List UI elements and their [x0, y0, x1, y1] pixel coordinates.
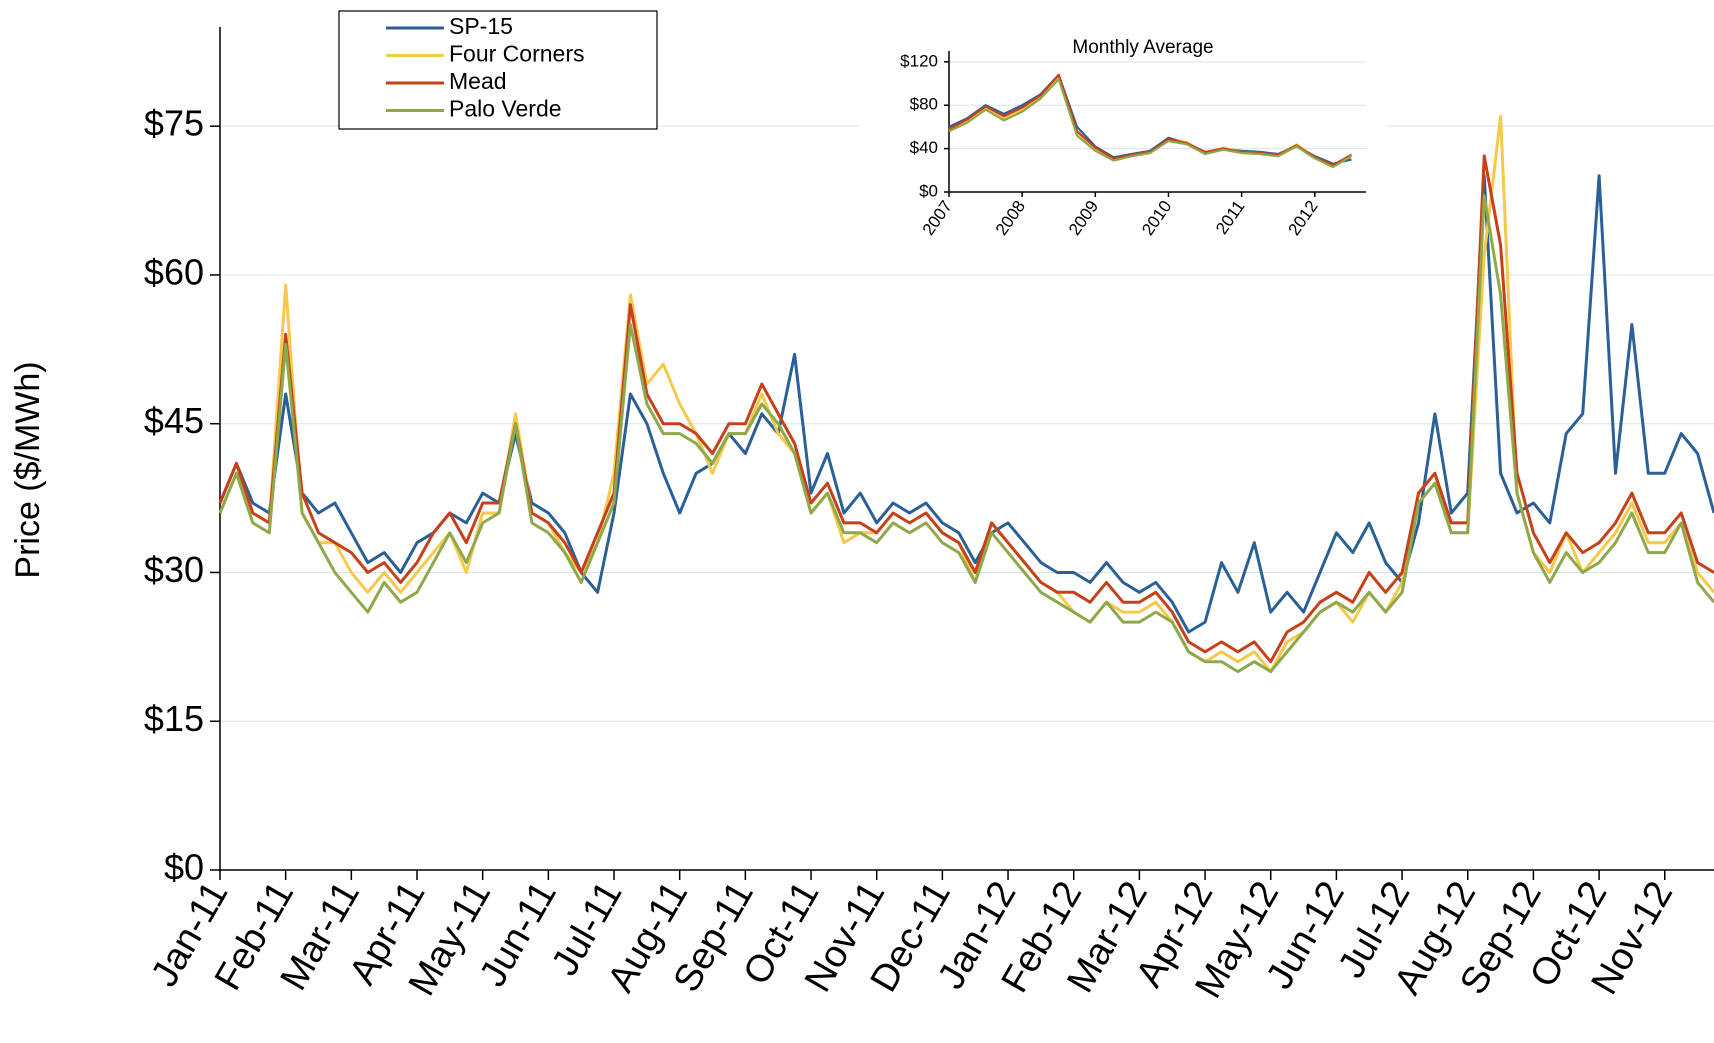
series-line [218, 194, 1714, 674]
y-tick-label: $30 [144, 549, 204, 590]
y-tick-label: $75 [144, 103, 204, 144]
series-line [948, 78, 1352, 169]
series-line [218, 154, 1714, 664]
y-tick-label: $0 [164, 847, 204, 888]
y-axis-label: Price ($/MWh) [9, 361, 47, 578]
series-line [218, 174, 1714, 634]
y-tick-label: $80 [910, 95, 938, 114]
y-tick-label: $45 [144, 400, 204, 441]
legend-label: SP-15 [449, 13, 513, 39]
y-tick-label: $60 [144, 251, 204, 292]
inset-background [859, 21, 1386, 272]
legend-label: Mead [449, 68, 507, 94]
legend-label: Palo Verde [449, 96, 562, 122]
legend-label: Four Corners [449, 41, 584, 67]
inset-title: Monthly Average [1072, 37, 1213, 58]
y-tick-label: $15 [144, 698, 204, 739]
y-tick-label: $120 [900, 51, 938, 70]
y-tick-label: $40 [910, 138, 938, 157]
y-tick-label: $0 [919, 181, 938, 200]
